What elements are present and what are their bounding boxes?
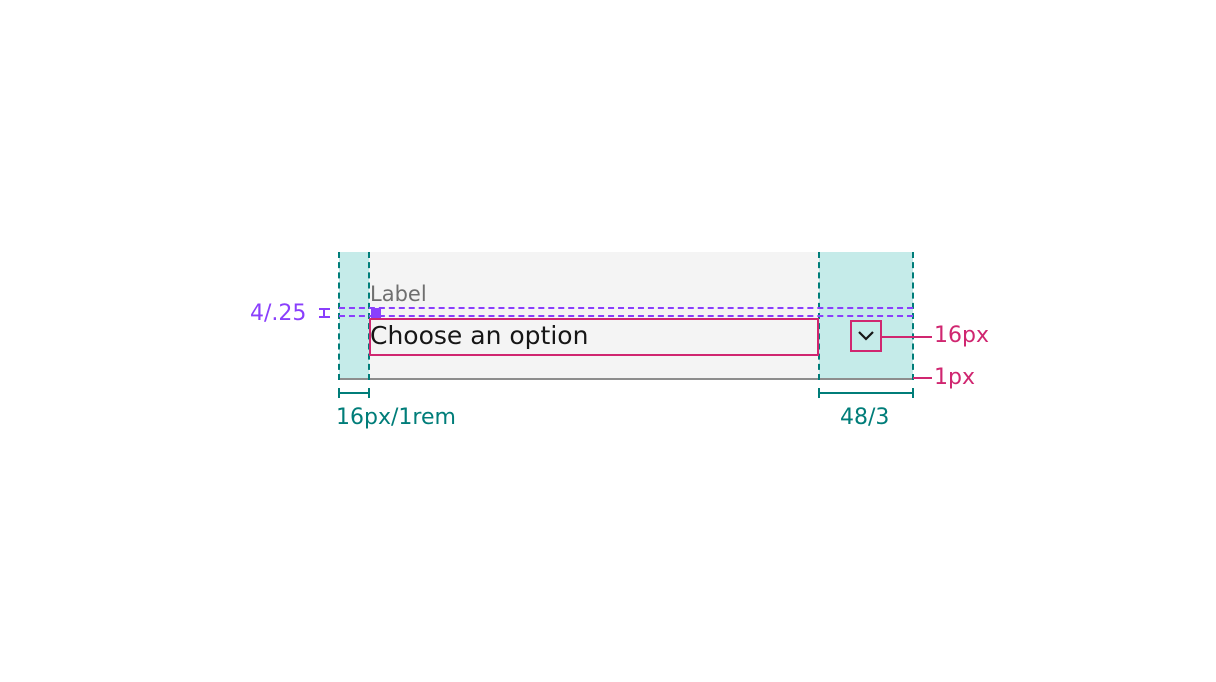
- right-padding-label: 48/3: [840, 405, 890, 430]
- value-text-bounds: [369, 318, 819, 356]
- field-bottom-border: [339, 378, 913, 380]
- guide-line-label-bottom: [339, 307, 913, 309]
- guide-line-value-top: [339, 315, 913, 317]
- chevron-bounds: [850, 320, 882, 352]
- chevron-size-leader: [880, 336, 932, 338]
- select-value[interactable]: Choose an option: [370, 321, 589, 350]
- chevron-down-icon[interactable]: [855, 325, 877, 347]
- field-label: Label: [370, 282, 427, 306]
- right-padding-bracket: [818, 388, 914, 398]
- label-gap-bracket: [319, 308, 330, 318]
- border-width-label: 1px: [934, 365, 975, 390]
- guide-line-right-edge: [912, 252, 914, 380]
- left-padding-bracket: [338, 388, 370, 398]
- label-gap-label: 4/.25: [250, 301, 307, 326]
- border-width-leader: [913, 377, 932, 379]
- chevron-size-label: 16px: [934, 323, 989, 348]
- left-padding-label: 16px/1rem: [336, 405, 456, 430]
- spacing-marker: [371, 308, 381, 318]
